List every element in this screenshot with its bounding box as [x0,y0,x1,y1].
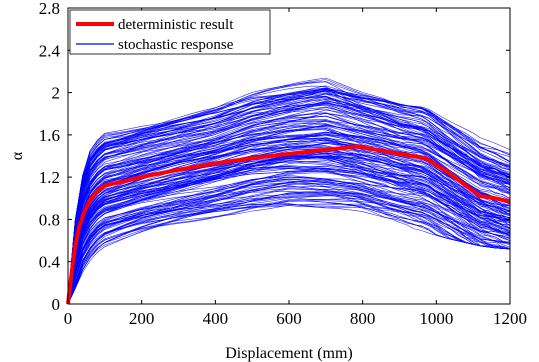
stochastic-curve [68,115,510,299]
stochastic-curve [68,172,510,304]
y-tick-label: 0.4 [39,253,61,272]
stochastic-curve [68,77,510,299]
stochastic-curve [68,165,510,304]
stochastic-curve [68,142,510,304]
stochastic-curve [68,79,510,299]
stochastic-curve [68,191,510,304]
legend: deterministic result stochastic response [69,9,271,55]
axis-ticks: 0 200 400 600 800 1000 1200 0 0.4 0.8 1.2 1.6 2 2.4 2.… [39,0,527,328]
deterministic-layer [66,144,511,305]
stochastic-curve [68,109,510,299]
legend-label-stochastic: stochastic response [118,37,234,53]
y-tick-label: 2 [52,84,61,103]
stochastic-curve [68,155,510,304]
stochastic-curve [68,205,510,304]
stochastic-curve [68,102,510,299]
stochastic-curve [68,170,510,304]
stochastic-curve [68,120,510,300]
stochastic-curve [68,93,510,299]
stochastic-curve [68,115,510,299]
y-tick-label: 2.4 [39,41,61,60]
stochastic-curve [68,188,510,304]
stochastic-curve [68,104,510,299]
stochastic-curve [68,96,510,299]
stochastic-curve [68,198,510,304]
stochastic-curve [68,188,510,304]
stochastic-curve [68,190,510,304]
stochastic-curve [68,192,510,304]
stochastic-curve [68,139,510,301]
x-tick-label: 800 [350,309,376,328]
stochastic-curve [68,190,510,304]
deterministic-result-line [66,144,511,305]
stochastic-curve [68,112,510,299]
x-tick-label: 0 [64,309,73,328]
x-tick-label: 600 [276,309,302,328]
x-tick-label: 400 [203,309,229,328]
stochastic-curve [68,186,510,304]
stochastic-curve [68,195,510,304]
stochastic-curve [68,177,510,304]
stochastic-response-curves [68,77,510,304]
y-tick-label: 2.8 [39,0,60,18]
stochastic-curve [68,87,510,299]
stochastic-curve [68,125,510,299]
stochastic-curve [68,134,510,300]
stochastic-curve [68,93,510,299]
legend-label-deterministic: deterministic result [118,17,234,33]
y-tick-label: 1.2 [39,168,60,187]
stochastic-curve [68,99,510,299]
stochastic-curve [68,156,510,304]
y-tick-label: 0 [52,295,61,314]
stochastic-curve [68,123,510,299]
stochastic-curve [68,200,510,304]
stochastic-curve [68,194,510,304]
stochastic-curve [68,192,510,304]
stochastic-curve [68,81,510,299]
stochastic-curve [68,166,510,304]
stochastic-curve [68,134,510,299]
stochastic-curve [68,103,510,299]
x-tick-label: 1200 [493,309,527,328]
stochastic-curve [68,176,510,304]
stochastic-curve [68,147,510,303]
stochastic-curve [68,137,510,304]
stochastic-curve [68,90,510,299]
y-tick-label: 1.6 [39,126,60,145]
stochastic-curve [68,203,510,304]
x-tick-label: 1000 [419,309,453,328]
stochastic-curve [68,203,510,304]
x-axis-label: Displacement (mm) [225,345,353,362]
legend-box [69,9,271,55]
stochastic-curve [68,101,510,299]
y-tick-label: 0.8 [39,210,60,229]
stochastic-curve [68,182,510,304]
stochastic-curve [68,178,510,304]
stochastic-curve [68,182,510,304]
stochastic-curve [68,115,510,299]
stochastic-curve [68,153,510,304]
stochastic-curve [68,88,510,299]
stochastic-curve [68,195,510,304]
x-tick-label: 200 [129,309,155,328]
y-axis-label: α [9,151,26,160]
stochastic-curve [68,167,510,304]
stochastic-curve [68,108,510,299]
stochastic-curve [68,93,510,299]
stochastic-curve [68,101,510,299]
